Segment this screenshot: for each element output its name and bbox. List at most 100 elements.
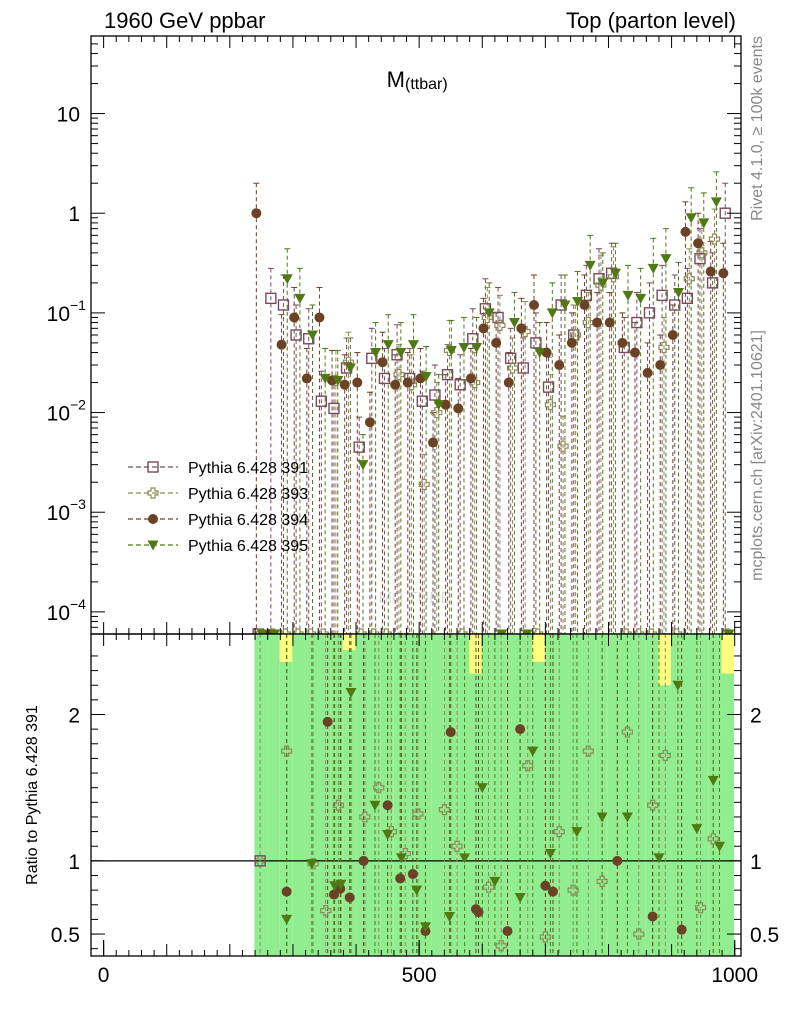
data-point-3 [655,360,666,371]
data-point-4 [508,318,520,329]
data-point-2 [557,440,569,452]
data-point-2 [696,247,708,259]
uncertainty-band-green [254,634,268,956]
ratio-point-2 [332,799,344,811]
data-point-3 [529,299,540,310]
data-point-1 [643,307,656,319]
data-point-3 [339,379,350,390]
data-point-1 [290,329,302,341]
y-tick-label: 10 [57,104,80,127]
x-tick-label: 1000 [711,964,758,987]
uncertainty-band-green [620,634,634,956]
uncertainty-band-green [607,634,621,956]
data-point-3 [705,266,716,277]
data-point-3 [440,399,451,410]
ratio-point-3 [502,926,513,937]
data-point-2 [544,399,557,411]
legend-label: Pythia 6.428 395 [188,538,308,555]
uncertainty-band-green [469,673,482,956]
uncertainty-band-green [557,634,570,956]
ratio-y-tick-label: 2 [68,705,80,728]
data-point-1 [328,402,340,415]
data-point-1 [366,352,378,365]
data-point-4 [420,372,432,383]
uncertainty-band-green [544,634,558,956]
ratio-point-2 [451,840,463,852]
data-point-4 [294,293,306,304]
ratio-y-tick-label-right: 2 [750,705,762,728]
ratio-y-tick-label-right: 0.5 [750,924,779,947]
uncertainty-band-green [582,634,596,956]
data-point-3 [541,347,552,358]
ratio-point-1 [254,855,266,867]
legend-label: Pythia 6.428 393 [188,486,308,503]
ratio-point-2 [399,847,411,860]
ratio-point-4 [345,688,357,699]
energy-label: 1960 GeV ppbar [104,8,265,33]
data-point-1 [303,333,315,345]
data-point-3 [693,238,704,249]
legend-label: Pythia 6.428 391 [188,460,308,477]
data-point-4 [281,274,293,285]
data-point-1 [378,372,391,385]
x-tick-label: 500 [402,964,437,987]
ratio-point-3 [547,886,558,897]
ratio-point-2 [522,760,534,772]
uncertainty-band-green [267,634,280,956]
y-tick-exponent: −2 [70,397,86,413]
ratio-point-3 [407,869,418,880]
data-point-3 [491,337,502,348]
data-point-3 [604,317,615,328]
y-tick-exponent: −1 [70,297,86,313]
data-point-2 [431,406,443,419]
ratio-point-2 [553,825,565,838]
uncertainty-band-green [645,634,659,956]
data-point-1 [631,316,643,329]
ratio-y-tick-label: 1 [68,851,80,874]
ratio-point-3 [344,892,355,903]
data-point-3 [629,347,640,358]
ratio-point-2 [633,928,645,940]
data-point-1 [656,289,668,302]
data-point-4 [382,340,394,351]
data-point-4 [407,340,419,351]
ratio-point-4 [443,911,455,922]
data-point-3 [642,367,653,378]
legend-marker [147,540,159,551]
ratio-point-4 [672,680,684,691]
data-point-1 [416,395,429,407]
uncertainty-band-green [380,634,394,956]
uncertainty-band-green [494,634,507,956]
data-point-1 [454,379,466,391]
data-point-4 [647,263,659,274]
y-tick-label: 10 [47,403,70,426]
ratio-point-2 [412,808,424,820]
ratio-point-4 [691,824,703,835]
ratio-point-4 [335,879,347,890]
uncertainty-band-green [317,634,331,956]
ratio-point-2 [567,884,579,896]
ratio-point-4 [571,827,583,838]
ratio-point-3 [281,886,292,897]
ratio-point-2 [373,782,385,794]
ratio-point-3 [382,800,393,811]
ratio-point-4 [476,783,488,794]
uncertainty-band-green [292,634,305,956]
ratio-point-4 [382,830,394,841]
data-point-3 [377,357,388,368]
uncertainty-band-green [569,634,583,956]
uncertainty-band-green [481,634,495,956]
ratio-point-3 [676,924,687,935]
data-point-3 [554,360,565,371]
ratio-point-4 [527,746,539,757]
data-point-4 [433,400,445,411]
data-point-3 [667,330,678,340]
data-point-4 [534,348,546,359]
data-point-3 [390,379,401,390]
ratio-point-2 [359,811,371,823]
data-point-3 [453,403,464,414]
data-point-4 [357,460,369,471]
uncertainty-band-green [443,634,457,956]
ratio-ticks: 0.5 0.5 1 1 2 2 0 500 1000 [51,634,779,987]
